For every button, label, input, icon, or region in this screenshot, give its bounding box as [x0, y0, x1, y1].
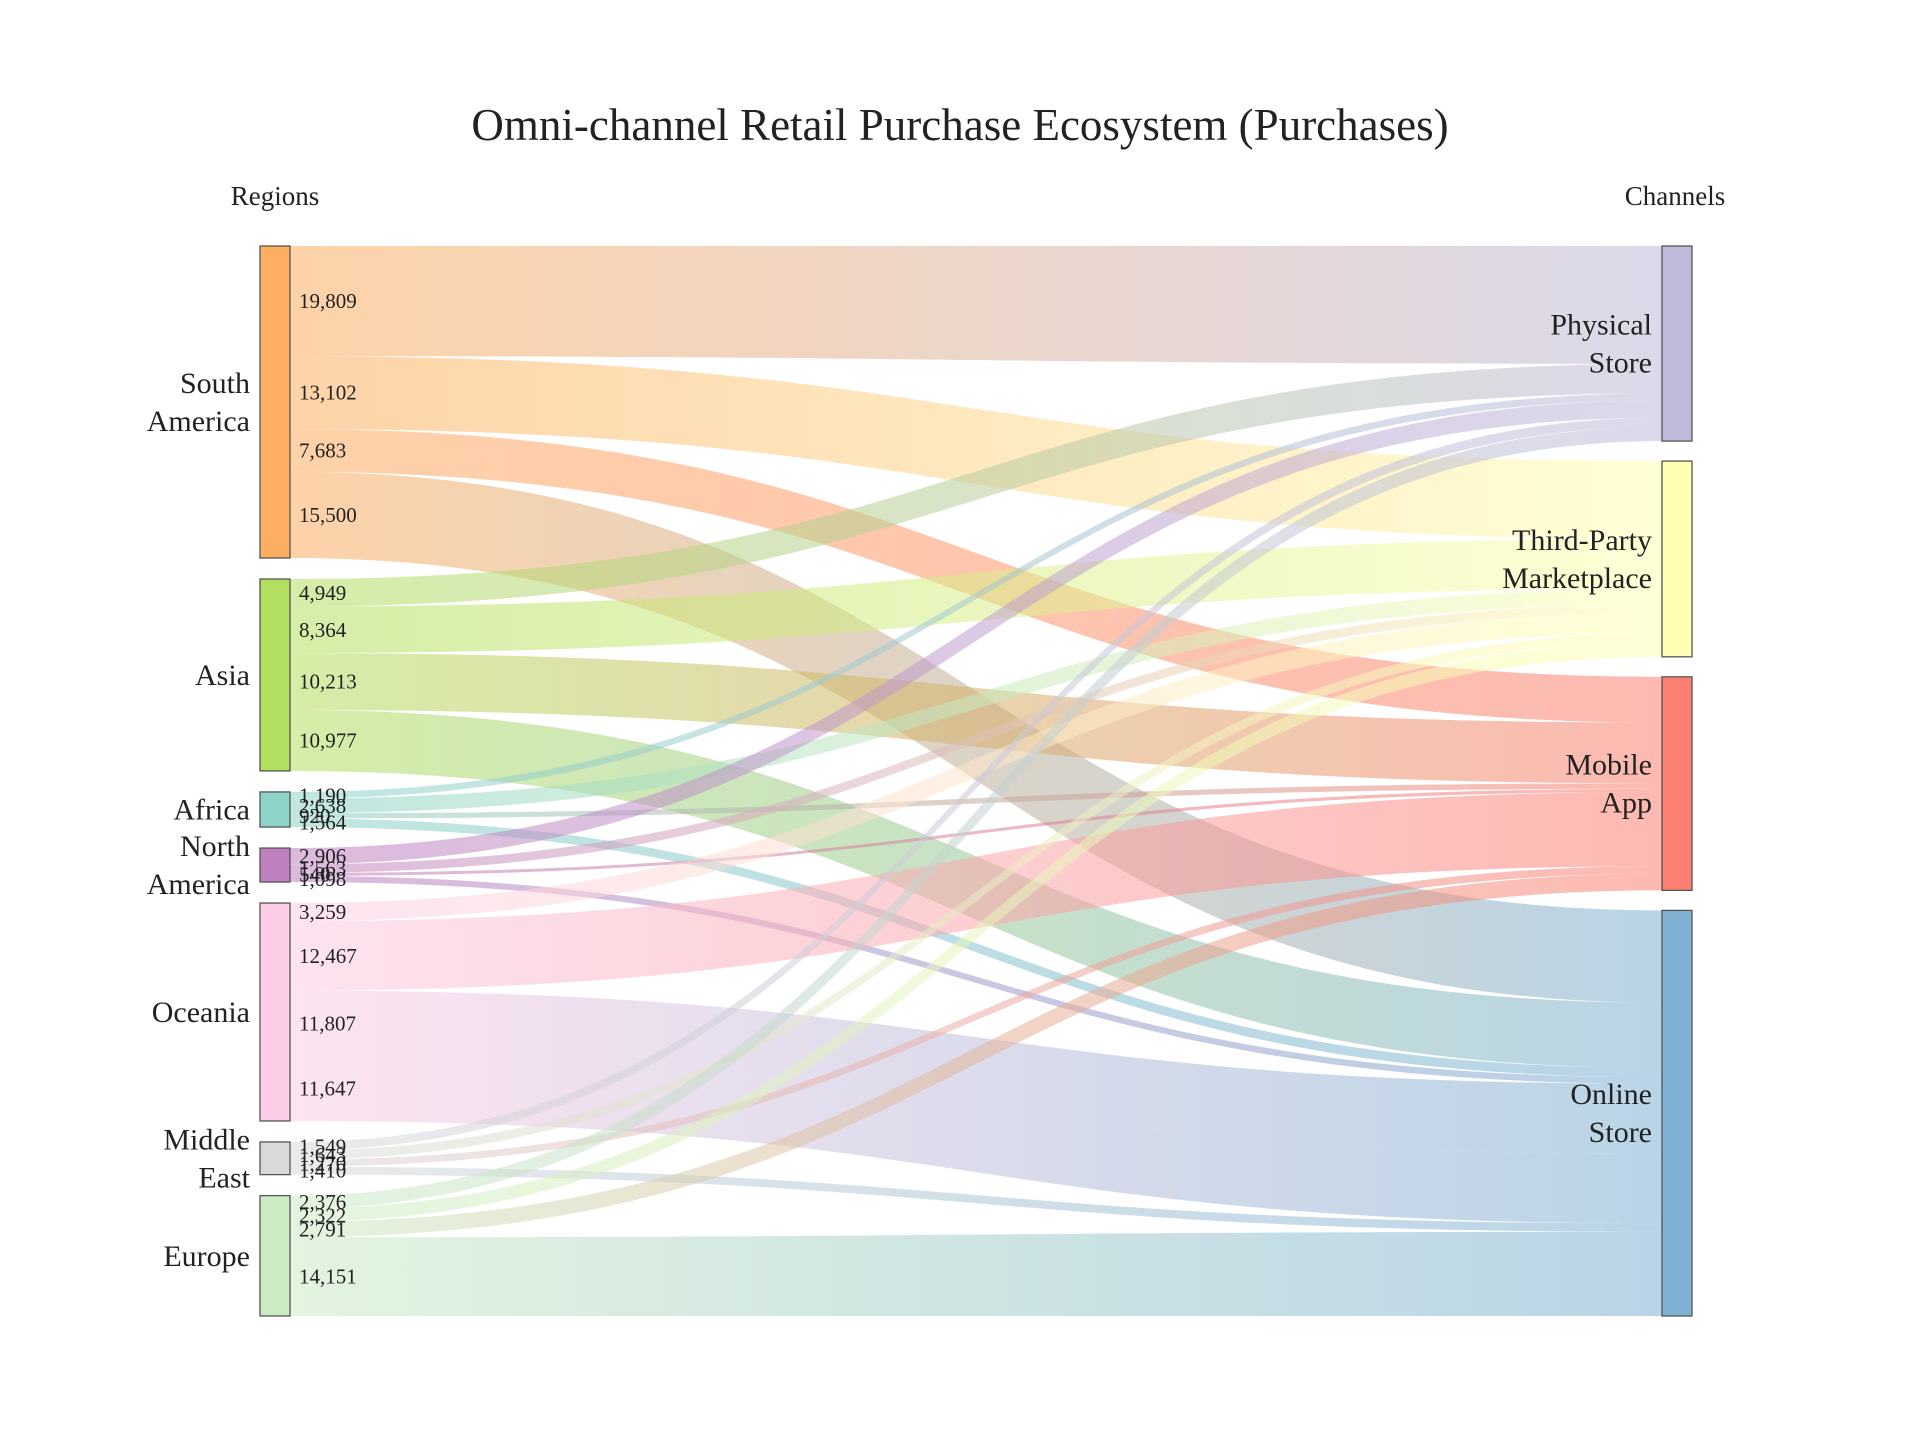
node-north-america [259, 847, 291, 883]
flow-north-america-to-online-store [290, 875, 1662, 1084]
flow-value-label: 540 [299, 862, 331, 886]
flow-value-label: 920 [299, 804, 331, 828]
node-label-third-party-marketplace: Third-Party [1512, 524, 1652, 557]
node-mobile-app [1661, 676, 1693, 892]
flow-oceania-to-third-party-marketplace [290, 613, 1662, 922]
node-asia [259, 578, 291, 772]
nodes-layer [259, 245, 1693, 1317]
flow-oceania-to-mobile-app [290, 792, 1662, 991]
node-online-store [1661, 909, 1693, 1317]
node-label-south-america: South [180, 367, 250, 400]
flow-middle-east-to-online-store [290, 1166, 1662, 1232]
flow-europe-to-physical-store [290, 426, 1662, 1209]
node-label-physical-store: Store [1589, 347, 1652, 380]
node-label-mobile-app: Mobile [1565, 749, 1652, 782]
flow-value-label: 1,563 [299, 857, 346, 881]
node-oceania [259, 902, 291, 1122]
flow-africa-to-third-party-marketplace [290, 588, 1662, 814]
flow-middle-east-to-mobile-app [290, 866, 1662, 1167]
flow-europe-to-third-party-marketplace [290, 643, 1662, 1222]
flow-value-label: 2,376 [299, 1190, 346, 1214]
node-label-north-america: North [180, 830, 250, 863]
flow-value-label: 8,364 [299, 618, 347, 642]
flow-value-label: 12,467 [299, 944, 357, 968]
flow-value-label: 11,807 [299, 1011, 356, 1035]
flow-value-label: 4,949 [299, 581, 346, 605]
flow-europe-to-online-store [290, 1231, 1662, 1316]
node-label-third-party-marketplace: Marketplace [1502, 562, 1652, 595]
node-label-asia: Asia [195, 659, 250, 692]
flow-value-label: 3,259 [299, 900, 346, 924]
node-third-party-marketplace [1661, 460, 1693, 658]
node-label-europe: Europe [163, 1240, 250, 1273]
flow-value-label: 1,564 [299, 811, 347, 835]
node-label-north-america: America [147, 868, 250, 901]
flow-middle-east-to-third-party-marketplace [290, 633, 1662, 1160]
flow-value-label: 1,643 [299, 1143, 346, 1167]
flow-value-label: 13,102 [299, 381, 357, 405]
flow-value-label: 1,270 [299, 1151, 346, 1175]
flow-value-label: 1,098 [299, 867, 346, 891]
flow-middle-east-to-physical-store [290, 417, 1662, 1151]
flow-value-label: 1,549 [299, 1134, 346, 1158]
flow-value-label: 10,977 [299, 728, 357, 752]
node-africa [259, 791, 291, 828]
flow-value-label: 7,683 [299, 438, 346, 462]
node-label-mobile-app: App [1600, 787, 1652, 820]
flow-asia-to-mobile-app [290, 653, 1662, 784]
node-label-middle-east: Middle [163, 1123, 250, 1156]
flow-africa-to-mobile-app [290, 783, 1662, 819]
node-label-oceania: Oceania [152, 996, 250, 1029]
node-label-online-store: Online [1570, 1078, 1652, 1111]
node-physical-store [1661, 245, 1693, 442]
node-label-middle-east: East [198, 1161, 250, 1194]
flow-value-label: 14,151 [299, 1265, 357, 1289]
flow-asia-to-physical-store [290, 363, 1662, 607]
flow-value-label: 10,213 [299, 669, 357, 693]
flow-value-label: 19,809 [299, 289, 357, 313]
flow-north-america-to-third-party-marketplace [290, 604, 1662, 873]
labels-layer: 19,809 13,102 7,683 15,500 4,949 8,364 10,213 1… [147, 289, 1652, 1289]
flow-value-label: 15,500 [299, 503, 357, 527]
flow-value-label: 11,647 [299, 1077, 356, 1101]
node-label-online-store: Store [1589, 1116, 1652, 1149]
flow-africa-to-online-store [290, 818, 1662, 1078]
node-middle-east [259, 1141, 291, 1176]
flow-value-label: 2,638 [299, 794, 346, 818]
target-column-label: Channels [1625, 181, 1726, 211]
node-south-america [259, 245, 291, 559]
chart-title: Omni-channel Retail Purchase Ecosystem (… [471, 100, 1448, 150]
node-europe [259, 1194, 291, 1317]
flow-value-label: 1,190 [299, 783, 346, 807]
flow-value-label: 1,410 [299, 1159, 346, 1183]
flow-value-label: 2,322 [299, 1203, 346, 1227]
flow-oceania-to-online-store [290, 990, 1662, 1155]
node-label-south-america: America [147, 405, 250, 438]
flow-south-america-to-physical-store [290, 246, 1662, 364]
flow-value-label: 2,791 [299, 1218, 346, 1242]
flow-europe-to-mobile-app [290, 873, 1662, 1238]
node-label-africa: Africa [173, 794, 250, 827]
links-layer [290, 246, 1662, 1316]
node-label-physical-store: Physical [1550, 309, 1652, 342]
flow-value-label: 2,906 [299, 844, 346, 868]
flow-africa-to-physical-store [290, 393, 1662, 799]
flow-north-america-to-physical-store [290, 400, 1662, 865]
source-column-label: Regions [231, 181, 320, 211]
flow-north-america-to-mobile-app [290, 788, 1662, 876]
flow-south-america-to-third-party-marketplace [290, 356, 1662, 540]
